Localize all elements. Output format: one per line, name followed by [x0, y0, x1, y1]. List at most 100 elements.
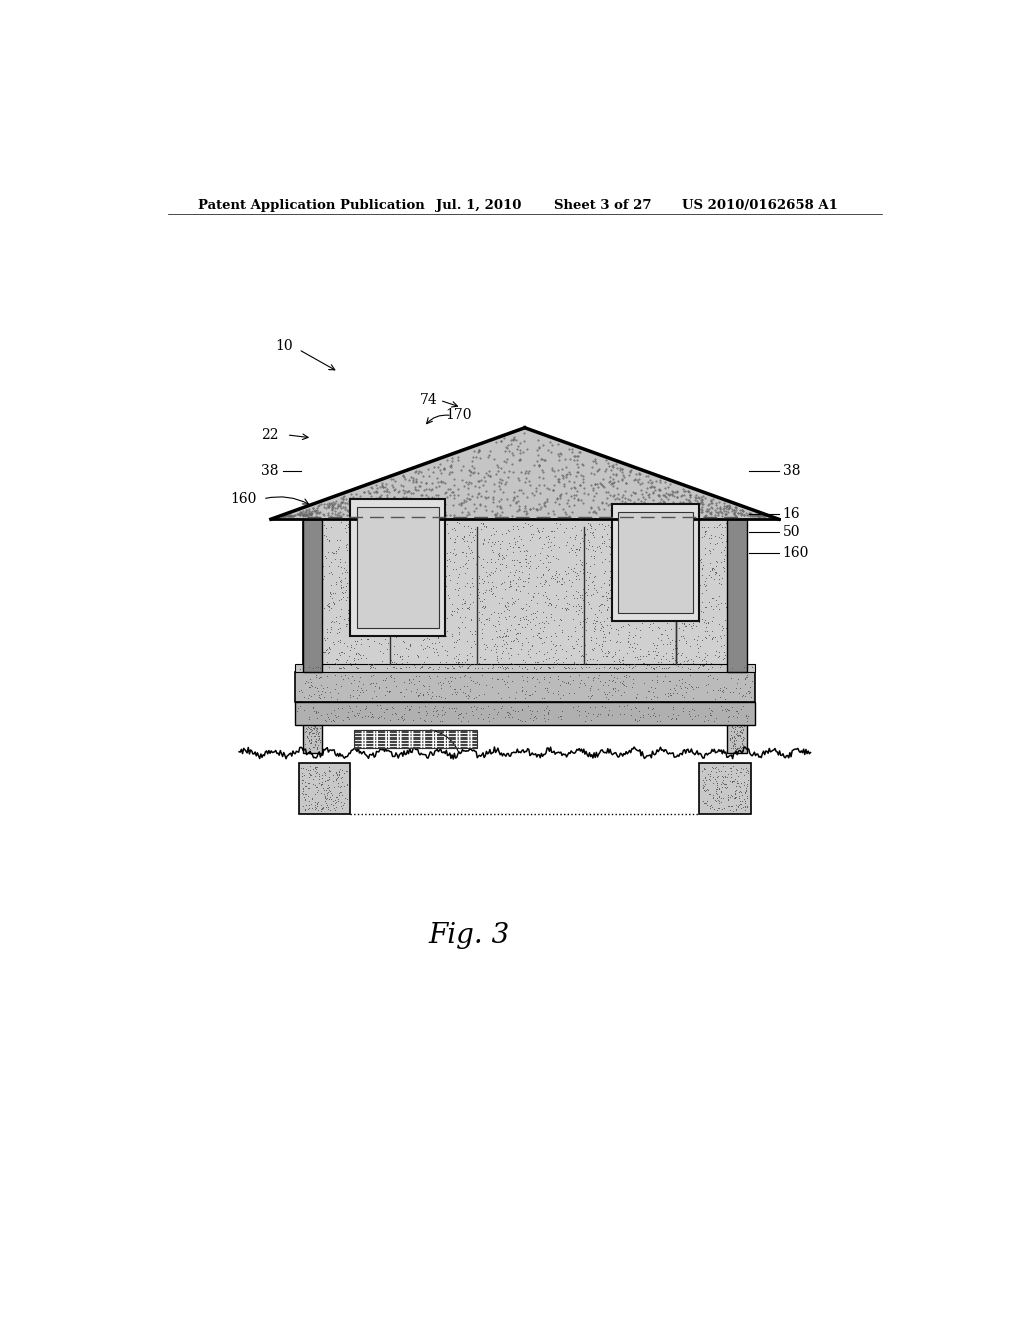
Point [645, 705, 662, 726]
Point [578, 552, 594, 573]
Point [442, 541, 459, 562]
Point [498, 626, 514, 647]
Point [466, 653, 482, 675]
Point [317, 546, 334, 568]
Point [407, 557, 423, 578]
Point [383, 664, 399, 685]
Point [301, 777, 317, 799]
Point [643, 688, 659, 709]
Point [621, 524, 637, 545]
Point [645, 533, 662, 554]
Point [698, 620, 715, 642]
Point [688, 550, 705, 572]
Point [643, 605, 659, 626]
Point [380, 576, 396, 597]
Point [327, 543, 343, 564]
Point [684, 552, 700, 573]
Point [731, 706, 748, 727]
Point [711, 760, 727, 781]
Point [328, 573, 344, 594]
Point [523, 635, 540, 656]
Point [498, 544, 514, 565]
Point [639, 558, 655, 579]
Point [350, 517, 367, 539]
Point [316, 787, 333, 808]
Point [373, 634, 389, 655]
Point [307, 734, 324, 755]
Point [331, 612, 347, 634]
Point [640, 564, 656, 585]
Point [672, 525, 688, 546]
Point [738, 776, 755, 797]
Point [589, 649, 605, 671]
Point [606, 644, 623, 665]
Point [570, 603, 587, 624]
Point [292, 696, 308, 717]
Point [674, 520, 690, 541]
Point [421, 589, 437, 610]
Point [470, 578, 486, 599]
Point [665, 648, 681, 669]
Point [631, 521, 647, 543]
Point [522, 638, 539, 659]
Point [389, 616, 406, 638]
Point [380, 539, 396, 560]
Point [338, 615, 354, 636]
Point [409, 543, 425, 564]
Point [457, 651, 473, 672]
Point [497, 578, 513, 599]
Point [732, 548, 749, 569]
Point [389, 540, 406, 561]
Point [415, 537, 431, 558]
Point [691, 609, 708, 630]
Point [415, 656, 431, 677]
Point [736, 709, 753, 730]
Point [694, 558, 711, 579]
Point [730, 520, 746, 541]
Point [553, 609, 569, 630]
Point [732, 545, 749, 566]
Point [329, 529, 345, 550]
Point [550, 706, 566, 727]
Point [509, 622, 525, 643]
Point [636, 545, 652, 566]
Point [719, 776, 735, 797]
Point [346, 570, 362, 591]
Point [307, 731, 324, 752]
Point [558, 531, 574, 552]
Point [611, 672, 628, 693]
Point [305, 758, 322, 779]
Point [407, 524, 423, 545]
Point [341, 645, 357, 667]
Point [303, 788, 319, 809]
Point [660, 594, 677, 615]
Point [589, 582, 605, 603]
Point [357, 648, 374, 669]
Point [566, 652, 583, 673]
Point [351, 671, 368, 692]
Point [614, 606, 631, 627]
Point [375, 543, 391, 564]
Point [310, 698, 327, 719]
Point [333, 589, 349, 610]
Point [379, 698, 395, 719]
Point [720, 566, 736, 587]
Point [344, 607, 360, 628]
Point [321, 760, 337, 781]
Point [515, 516, 531, 537]
Point [695, 516, 712, 537]
Point [528, 624, 545, 645]
Point [575, 558, 592, 579]
Point [707, 768, 723, 789]
Point [681, 601, 697, 622]
Point [727, 556, 743, 577]
Point [587, 541, 603, 562]
Point [501, 701, 517, 722]
Point [523, 682, 540, 704]
Point [571, 586, 588, 607]
Point [734, 729, 751, 750]
Point [364, 672, 380, 693]
Point [727, 727, 743, 748]
Point [358, 515, 375, 536]
Point [585, 570, 601, 591]
